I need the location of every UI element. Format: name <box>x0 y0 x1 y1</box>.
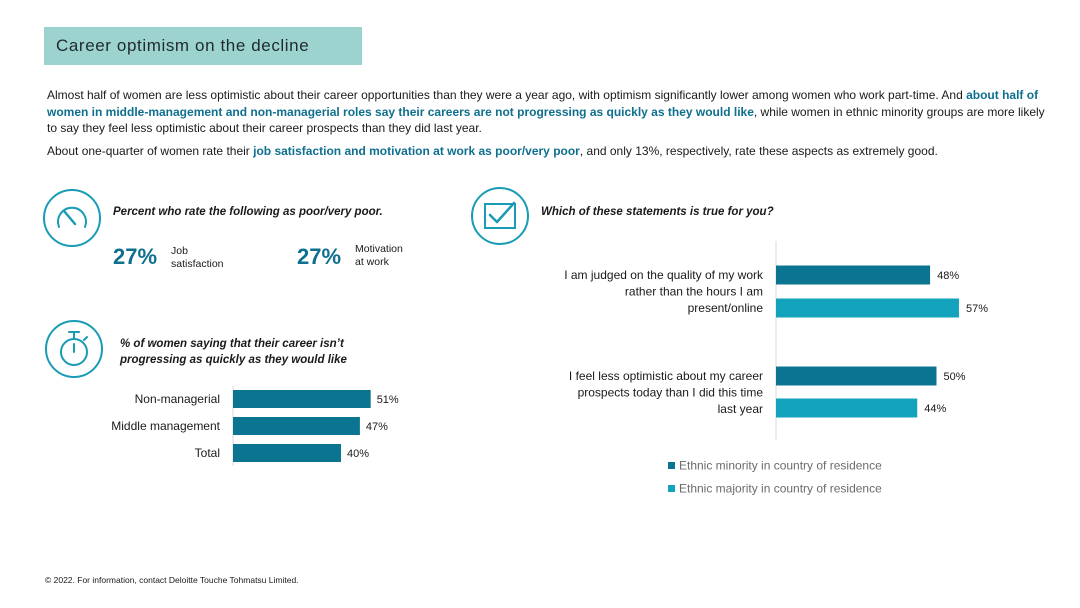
job-satisfaction-value: 27% <box>113 244 158 269</box>
intro-p1-text-c: , while women in ethnic minority groups … <box>47 104 1045 136</box>
progress-chart-title-line1: % of women saying that their career isn’… <box>120 338 344 350</box>
statement-bar <box>776 298 959 318</box>
page-title: Career optimism on the decline <box>56 36 310 55</box>
progress-category-label: Total <box>195 446 220 460</box>
progress-chart-title-line2: progressing as quickly as they would lik… <box>120 354 347 366</box>
stopwatch-icon <box>45 320 103 378</box>
legend-label: Ethnic minority in country of residence <box>679 459 882 473</box>
statement-label-line: I am judged on the quality of my work <box>564 268 764 282</box>
intro-paragraph-2: About one-quarter of women rate their jo… <box>47 143 1047 160</box>
statement-label-line: present/online <box>688 301 764 315</box>
progress-bar <box>233 390 371 408</box>
progress-value-label: 47% <box>366 421 388 433</box>
progress-value-label: 51% <box>377 394 399 406</box>
legend-swatch <box>668 462 675 469</box>
job-satisfaction-label: Job satisfaction <box>171 245 224 271</box>
job-satisfaction-label-line1: Job <box>171 245 188 257</box>
statement-value-label: 50% <box>944 371 966 383</box>
checkbox-icon <box>471 187 529 245</box>
motivation-label-line1: Motivation <box>355 243 403 255</box>
progress-category-label: Non-managerial <box>135 392 220 406</box>
intro-p2-highlight: job satisfaction and motivation at work … <box>253 143 580 158</box>
progress-chart-title: % of women saying that their career isn’… <box>120 336 347 368</box>
job-satisfaction-label-line2: satisfaction <box>171 258 224 270</box>
motivation-label: Motivation at work <box>355 243 403 269</box>
intro-p1-highlight: about half of women in middle-management… <box>47 88 1039 119</box>
statement-value-label: 48% <box>937 270 959 282</box>
statement-bar <box>776 265 931 285</box>
title-box: Career optimism on the decline <box>44 27 362 65</box>
statement-value-label: 57% <box>966 303 988 315</box>
statement-bar <box>776 366 937 386</box>
statement-bar <box>776 398 918 418</box>
progress-category-label: Middle management <box>111 419 220 433</box>
intro-p2-text-c: , and only 13%, respectively, rate these… <box>579 143 938 158</box>
legend-swatch <box>668 485 675 492</box>
motivation-label-line2: at work <box>355 256 389 268</box>
intro-text: Almost half of women are less optimistic… <box>47 87 1047 165</box>
poor-rating-question: Percent who rate the following as poor/v… <box>113 206 383 218</box>
statement-label-line: last year <box>718 402 763 416</box>
statement-label-line: I feel less optimistic about my career <box>569 369 763 383</box>
intro-p2-text-a: About one-quarter of women rate their <box>47 143 254 158</box>
statement-label-line: rather than the hours I am <box>625 285 763 299</box>
gauge-icon <box>43 189 101 247</box>
progress-bar <box>233 417 360 435</box>
motivation-value: 27% <box>297 244 342 269</box>
intro-paragraph-1: Almost half of women are less optimistic… <box>47 87 1047 137</box>
intro-p1-text-a: Almost half of women are less optimistic… <box>47 88 967 102</box>
progress-value-label: 40% <box>347 448 369 460</box>
footer-copyright: © 2022. For information, contact Deloitt… <box>45 575 299 585</box>
legend-label: Ethnic majority in country of residence <box>679 482 882 496</box>
progress-bar <box>233 444 341 462</box>
statement-label-line: prospects today than I did this time <box>578 386 764 400</box>
statements-chart-title: Which of these statements is true for yo… <box>541 206 774 218</box>
statement-value-label: 44% <box>924 403 946 415</box>
